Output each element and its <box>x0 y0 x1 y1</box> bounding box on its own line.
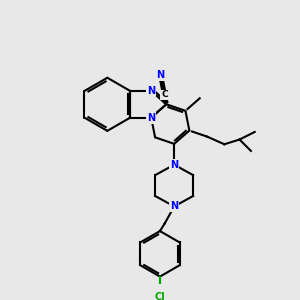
Text: N: N <box>170 201 178 212</box>
Text: N: N <box>147 112 155 123</box>
Text: N: N <box>147 86 155 96</box>
Text: N: N <box>157 70 165 80</box>
Text: Cl: Cl <box>154 292 165 300</box>
Text: N: N <box>170 160 178 170</box>
Text: C: C <box>161 91 168 100</box>
